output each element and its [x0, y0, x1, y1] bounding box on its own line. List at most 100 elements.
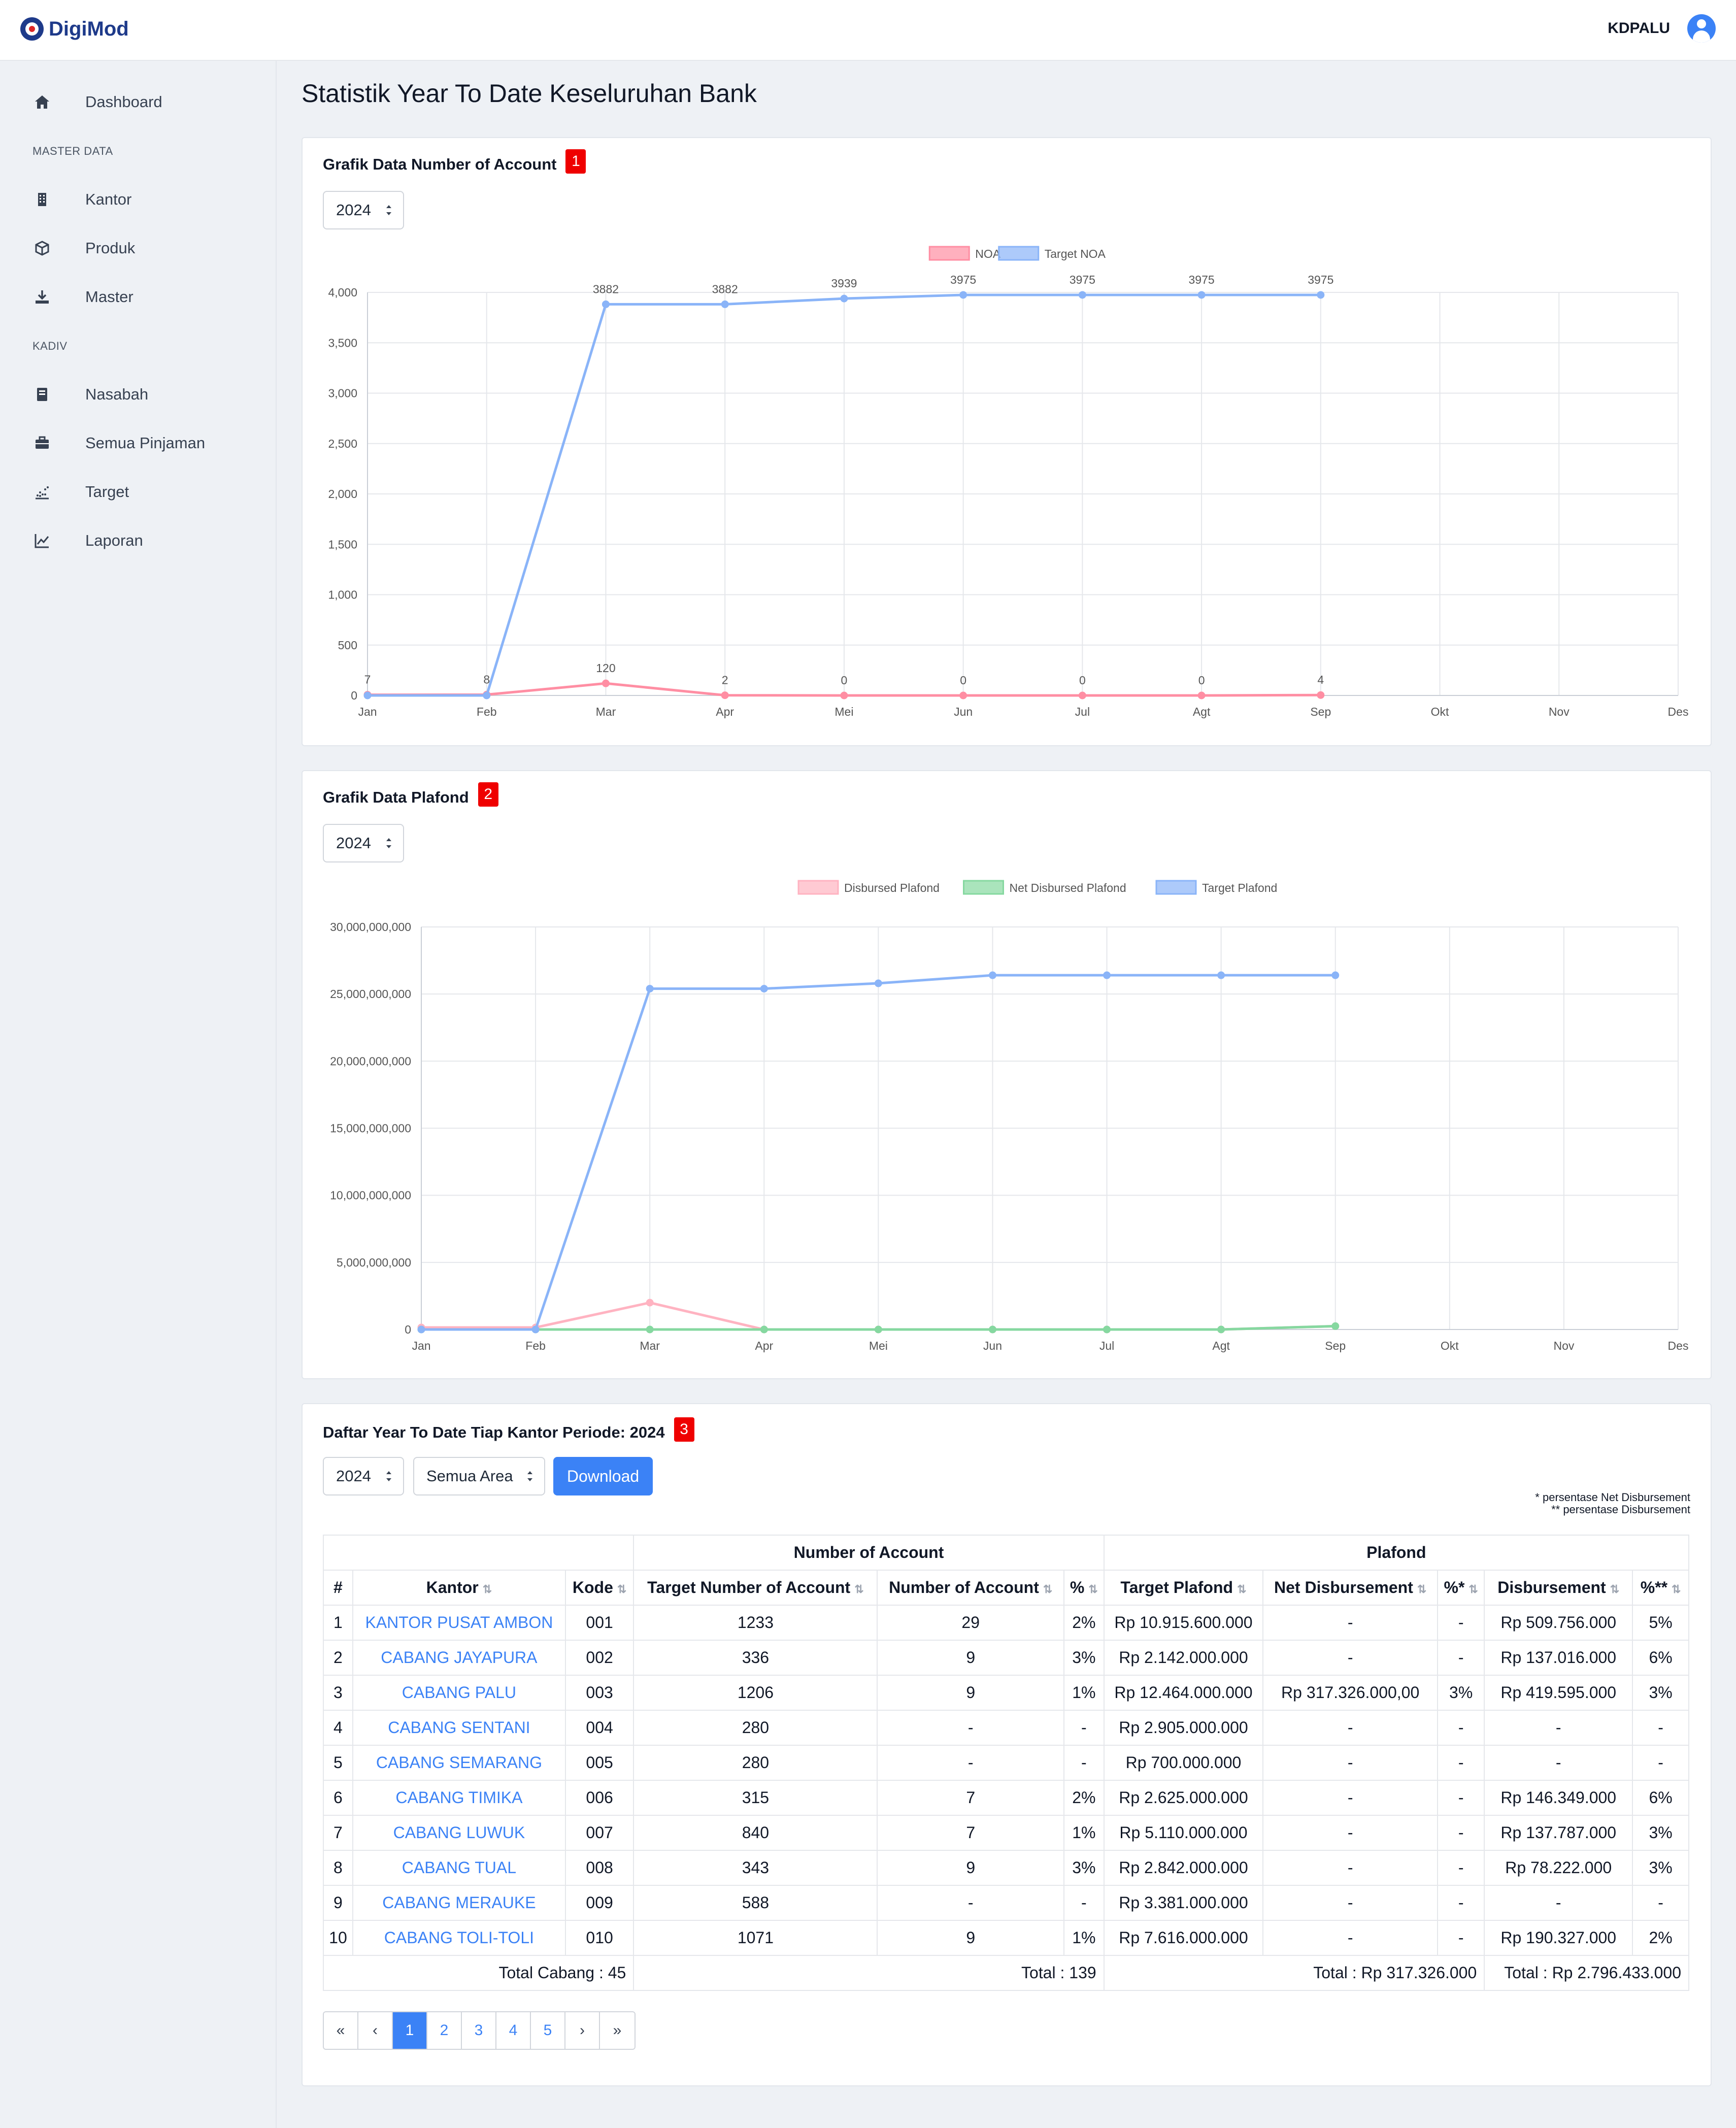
page-link[interactable]: › [565, 2012, 600, 2049]
office-link[interactable]: CABANG SENTANI [388, 1718, 530, 1737]
table-cell: CABANG MERAUKE [352, 1885, 566, 1921]
table-row: 7 CABANG LUWUK 007 840 7 1% Rp 5.110.000.000- -… [323, 1815, 1689, 1851]
page-link[interactable]: ‹ [358, 2012, 393, 2049]
table-cell: 10 [323, 1920, 353, 1956]
select-caret-icon [385, 1458, 393, 1510]
table-cell: 2% [1063, 1605, 1105, 1641]
office-link[interactable]: CABANG LUWUK [393, 1823, 525, 1842]
download-button[interactable]: Download [553, 1457, 653, 1495]
table-cell: 2 [323, 1640, 353, 1676]
data-label: 4 [1317, 673, 1324, 686]
column-header[interactable]: % ⇅ [1063, 1570, 1105, 1606]
table-cell: 280 [633, 1710, 878, 1746]
office-link[interactable]: CABANG JAYAPURA [381, 1648, 538, 1667]
office-link[interactable]: CABANG TOLI-TOLI [384, 1928, 534, 1947]
sort-icon[interactable]: ⇅ [1468, 1583, 1478, 1595]
column-header[interactable]: Target Number of Account ⇅ [633, 1570, 878, 1606]
sidebar-item-master[interactable]: Master [0, 279, 277, 315]
user-avatar-icon[interactable] [1687, 14, 1716, 43]
column-header[interactable]: Net Disbursement ⇅ [1262, 1570, 1439, 1606]
sort-icon[interactable]: ⇅ [617, 1583, 627, 1595]
page-link[interactable]: 2 [427, 2012, 462, 2049]
office-link[interactable]: CABANG TIMIKA [395, 1788, 523, 1807]
data-point [988, 971, 996, 979]
table-cell: Rp 700.000.000 [1103, 1745, 1264, 1781]
column-header: # [323, 1570, 353, 1606]
table-cell: - [877, 1885, 1064, 1921]
office-link[interactable]: CABANG SEMARANG [376, 1753, 542, 1772]
page-link[interactable]: « [324, 2012, 358, 2049]
office-link[interactable]: KANTOR PUSAT AMBON [365, 1613, 553, 1632]
column-header[interactable]: %* ⇅ [1437, 1570, 1485, 1606]
table-cell: - [1063, 1745, 1105, 1781]
table-year-select[interactable]: 2024 [323, 1457, 404, 1495]
table-cell: Rp 137.787.000 [1484, 1815, 1633, 1851]
table-cell: CABANG SENTANI [352, 1710, 566, 1746]
table-cell: 1 [323, 1605, 353, 1641]
page-link[interactable]: 1 [393, 2012, 427, 2049]
table-row: 9 CABANG MERAUKE 009 588- - Rp 3.381.000.000-… [323, 1885, 1689, 1921]
column-header[interactable]: Number of Account ⇅ [877, 1570, 1064, 1606]
app-logo[interactable]: DigiMod [20, 17, 129, 41]
noa-card-title: Grafik Data Number of Account 1 [323, 149, 586, 178]
sidebar-item-produk[interactable]: Produk [0, 230, 277, 266]
area-select[interactable]: Semua Area [413, 1457, 545, 1495]
total-noa: Total : 139 [633, 1955, 1105, 1991]
x-tick-label: Des [1668, 705, 1689, 718]
page-link[interactable]: 4 [496, 2012, 531, 2049]
table-cell: 1% [1063, 1815, 1105, 1851]
sidebar-item-label: Laporan [85, 531, 143, 549]
sidebar-item-semua-pinjaman[interactable]: Semua Pinjaman [0, 425, 277, 461]
sort-icon[interactable]: ⇅ [1043, 1583, 1053, 1595]
data-label: 0 [1079, 674, 1086, 687]
table-cell: - [1484, 1710, 1633, 1746]
table-cell: - [1632, 1710, 1689, 1746]
page-link[interactable]: » [600, 2012, 635, 2049]
x-tick-label: Des [1668, 1339, 1689, 1352]
table-cell: 3% [1632, 1815, 1689, 1851]
sidebar-item-target[interactable]: Target [0, 474, 277, 510]
table-cell: 004 [564, 1710, 635, 1746]
office-link[interactable]: CABANG TUAL [402, 1858, 517, 1877]
column-header[interactable]: Kode ⇅ [564, 1570, 635, 1606]
x-tick-label: Apr [716, 705, 734, 718]
user-menu[interactable]: KDPALU [1608, 14, 1716, 43]
y-tick-label: 0 [351, 689, 357, 702]
column-header[interactable]: Kantor ⇅ [352, 1570, 566, 1606]
app-name: DigiMod [49, 17, 129, 40]
sort-icon[interactable]: ⇅ [482, 1583, 492, 1595]
column-header[interactable]: Target Plafond ⇅ [1103, 1570, 1264, 1606]
sort-icon[interactable]: ⇅ [1610, 1583, 1620, 1595]
sort-icon[interactable]: ⇅ [854, 1583, 864, 1595]
sidebar-item-laporan[interactable]: Laporan [0, 523, 277, 558]
data-point [1331, 971, 1340, 979]
sort-icon[interactable]: ⇅ [1088, 1583, 1098, 1595]
sort-icon[interactable]: ⇅ [1417, 1583, 1427, 1595]
sidebar-item-kantor[interactable]: Kantor [0, 182, 277, 217]
table-cell: Rp 2.905.000.000 [1103, 1710, 1264, 1746]
sort-icon[interactable]: ⇅ [1237, 1583, 1247, 1595]
group-header-empty [322, 1535, 635, 1571]
select-caret-icon [385, 192, 393, 244]
data-label: 7 [364, 673, 371, 686]
table-cell: - [1437, 1640, 1485, 1676]
office-link[interactable]: CABANG MERAUKE [382, 1893, 536, 1912]
office-link[interactable]: CABANG PALU [402, 1683, 517, 1702]
column-header[interactable]: Disbursement ⇅ [1484, 1570, 1633, 1606]
page-link[interactable]: 5 [531, 2012, 565, 2049]
page-link[interactable]: 3 [462, 2012, 496, 2049]
sidebar-item-nasabah[interactable]: Nasabah [0, 377, 277, 412]
noa-year-select[interactable]: 2024 [323, 191, 404, 229]
table-cell: - [1437, 1850, 1485, 1886]
sidebar-item-dashboard[interactable]: Dashboard [0, 84, 277, 120]
sort-icon[interactable]: ⇅ [1672, 1583, 1681, 1595]
select-caret-icon [385, 825, 393, 877]
column-header[interactable]: %** ⇅ [1632, 1570, 1689, 1606]
table-cell: - [1262, 1815, 1439, 1851]
table-card-title: Daftar Year To Date Tiap Kantor Periode:… [323, 1417, 694, 1446]
table-cell: 6% [1632, 1640, 1689, 1676]
table-cell: 001 [564, 1605, 635, 1641]
plafond-year-select[interactable]: 2024 [323, 824, 404, 862]
table-cell: CABANG SEMARANG [352, 1745, 566, 1781]
table-cell: Rp 2.142.000.000 [1103, 1640, 1264, 1676]
